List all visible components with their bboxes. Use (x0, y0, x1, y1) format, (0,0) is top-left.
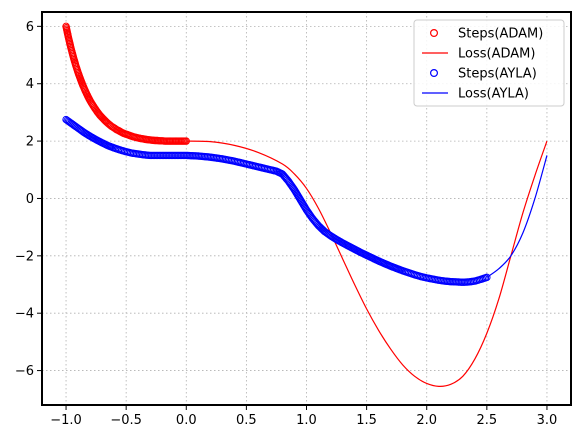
x-tick-label: −1.0 (50, 413, 82, 428)
y-tick-label: −4 (15, 307, 34, 322)
legend-marker (430, 29, 439, 38)
legend-label: Loss(AYLA) (458, 87, 529, 102)
legend-marker (430, 68, 439, 77)
x-tick-label: 1.5 (356, 413, 377, 428)
x-tick-label: 2.5 (476, 413, 497, 428)
y-tick-label: 2 (26, 135, 34, 150)
legend-label: Steps(ADAM) (458, 27, 543, 42)
point-steps-ayla- (483, 273, 491, 282)
x-tick-label: 1.0 (296, 413, 317, 428)
x-tick-label: 0.0 (176, 413, 197, 428)
series-layer (62, 22, 548, 387)
y-tick-label: 4 (26, 77, 34, 92)
legend-box (413, 19, 565, 107)
axis-layer: −1.0 −0.5 0.0 0.5 1.0 1.5 2.0 2.5 3.0 −6 −4 −2 0 2 4 6 (15, 20, 557, 428)
legend-label: Steps(AYLA) (458, 67, 537, 82)
x-tick-label: 2.0 (416, 413, 437, 428)
y-tick-label: −2 (15, 249, 34, 264)
y-tick-label: 0 (26, 192, 34, 207)
x-tick-label: −0.5 (110, 413, 142, 428)
x-tick-label: 0.5 (236, 413, 257, 428)
y-tick-label: 6 (26, 20, 34, 35)
x-tick-label: 3.0 (537, 413, 558, 428)
series-line-loss-ayla- (486, 155, 548, 278)
legend-label: Loss(ADAM) (458, 47, 535, 62)
legend: Steps(ADAM) Loss(ADAM) Steps(AYLA) Loss(AYL… (413, 19, 565, 107)
series-line-loss-adam- (186, 140, 548, 387)
y-tick-label: −6 (15, 364, 34, 379)
point-steps-adam- (182, 137, 190, 145)
